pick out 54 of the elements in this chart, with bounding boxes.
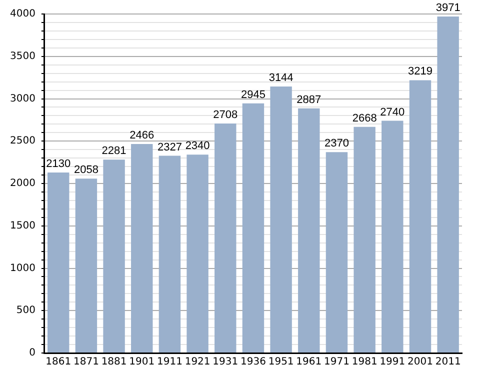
bar	[326, 152, 348, 352]
x-tick-label: 1991	[380, 356, 406, 368]
y-tick-label: 4000	[10, 8, 36, 20]
bar	[131, 144, 153, 352]
data-label: 2945	[240, 88, 266, 101]
data-label: 2887	[296, 94, 322, 106]
x-tick-label: 1961	[296, 356, 322, 368]
bar	[298, 108, 320, 352]
y-tick-label: 1500	[10, 220, 36, 232]
y-tick-label: 1000	[10, 262, 36, 274]
y-tick-label: 500	[16, 305, 36, 316]
x-tick-label: 1861	[46, 356, 72, 368]
bar	[382, 120, 404, 352]
y-tick-label: 3000	[10, 93, 36, 104]
x-tick-label: 2011	[435, 356, 461, 368]
data-label: 3144	[268, 72, 294, 84]
data-label: 3971	[436, 2, 460, 14]
x-tick-label: 1936	[240, 356, 266, 368]
data-label: 2058	[74, 164, 98, 176]
y-tick-label: 0	[29, 348, 36, 359]
bar	[75, 178, 98, 352]
data-label: 3219	[408, 66, 432, 78]
x-tick-label: 1951	[268, 356, 294, 368]
data-label: 2740	[380, 106, 405, 118]
data-label: 2327	[157, 141, 182, 154]
y-tick-label: 2500	[10, 136, 36, 147]
x-tick-label: 1871	[73, 356, 99, 368]
x-tick-label: 2001	[408, 356, 433, 368]
bar	[214, 123, 236, 352]
y-tick-label: 2000	[10, 178, 36, 190]
y-tick-label: 3500	[10, 50, 36, 62]
bar	[409, 80, 432, 352]
data-label: 2130	[46, 158, 71, 170]
data-label: 2370	[324, 138, 349, 150]
x-tick-label: 1901	[129, 356, 155, 368]
bar	[354, 126, 376, 352]
bar	[48, 172, 70, 352]
bar	[242, 103, 264, 352]
bar	[270, 86, 292, 352]
data-label: 2340	[185, 140, 210, 152]
bar	[158, 156, 181, 352]
x-tick-label: 1971	[324, 356, 350, 368]
x-tick-label: 1911	[156, 356, 182, 368]
x-tick-label: 1981	[352, 356, 378, 368]
data-label: 2708	[213, 109, 238, 122]
bar	[186, 154, 208, 352]
data-label: 2668	[352, 112, 377, 124]
bar	[103, 160, 125, 352]
data-label: 2466	[130, 130, 154, 142]
x-tick-label: 1921	[184, 356, 210, 368]
bar	[437, 16, 459, 352]
x-tick-label: 1881	[101, 356, 127, 368]
data-label: 2281	[102, 145, 126, 158]
x-tick-label: 1931	[212, 356, 238, 368]
